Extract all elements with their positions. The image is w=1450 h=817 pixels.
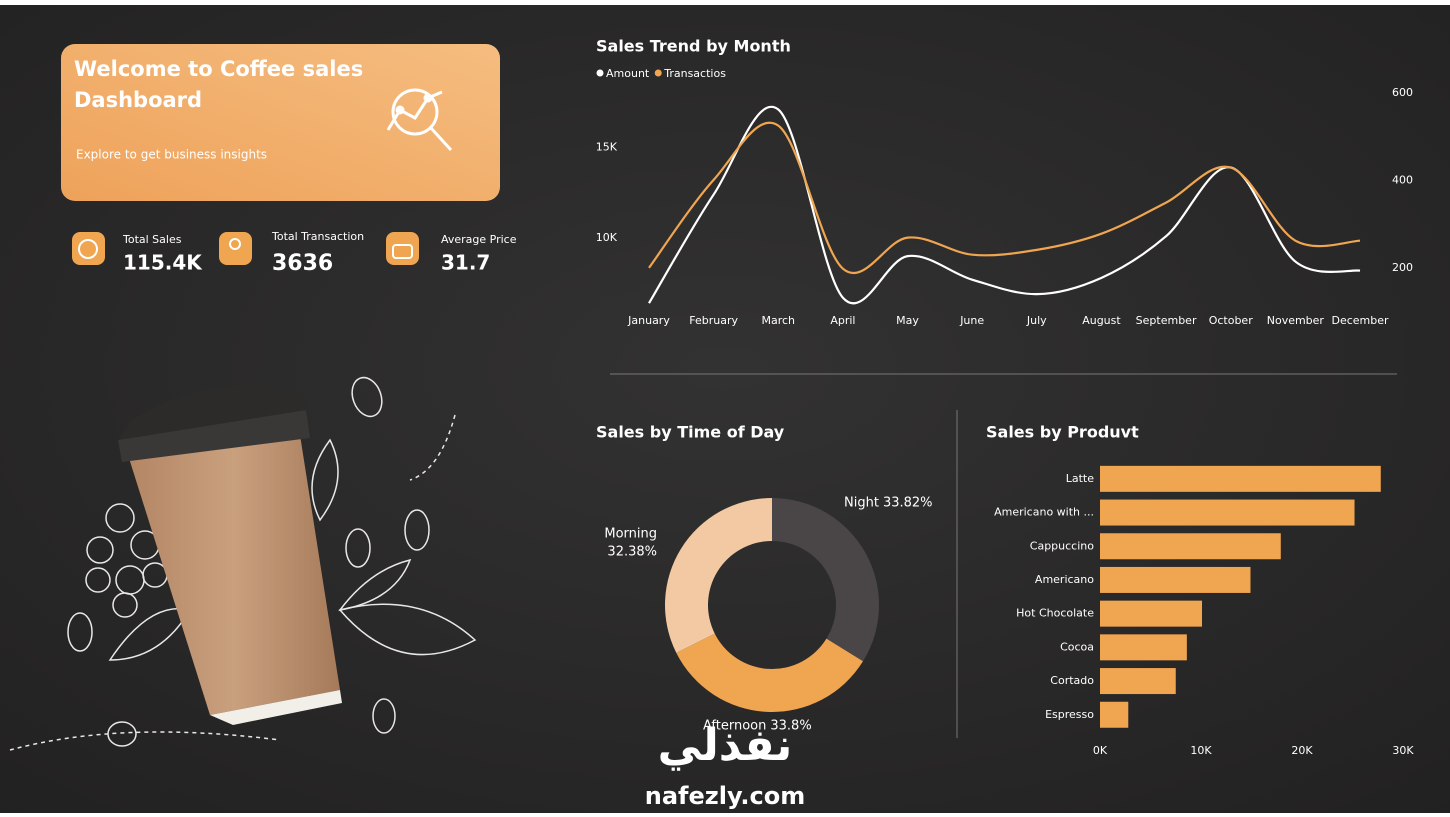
bar [1100, 668, 1176, 695]
line-series [648, 121, 1361, 275]
donut-slice [772, 498, 879, 662]
chart-title: Sales by Time of Day [596, 423, 785, 442]
slice-value-label: 33.8% [770, 719, 811, 734]
welcome-title: Welcome to Coffee sales Dashboard [74, 57, 364, 112]
y-tick-label: Cappuccino [1030, 539, 1094, 552]
x-tick-label: May [896, 314, 919, 327]
bar [1100, 600, 1203, 627]
watermark-latin: nafezly.com [645, 782, 805, 810]
x-tick-label: December [1331, 314, 1389, 327]
x-tick-label: October [1209, 314, 1253, 327]
x-tick-label: 10K [1190, 744, 1212, 757]
x-tick-label: January [627, 314, 670, 327]
bar [1100, 533, 1281, 560]
slice-value-label: 32.38% [607, 545, 657, 560]
kpi-value: 115.4K [123, 251, 203, 275]
y-tick-label: Cortado [1050, 674, 1094, 687]
kpi-value: 3636 [272, 251, 333, 276]
y-tick-label: Hot Chocolate [1016, 607, 1094, 620]
kpi-icons [72, 232, 419, 265]
y-tick-label: Espresso [1045, 708, 1094, 721]
x-tick-label: March [761, 314, 795, 327]
x-tick-label: September [1136, 314, 1197, 327]
insight-icon [386, 88, 453, 152]
bar [1100, 499, 1355, 526]
x-tick-label: November [1267, 314, 1325, 327]
chart-title: Sales by Produvt [986, 423, 1139, 442]
kpi-icon-glyph [392, 244, 413, 259]
slice-label: Afternoon [703, 719, 766, 734]
kpi-icon [72, 232, 105, 265]
bar [1100, 465, 1381, 492]
slice-value-label: 33.82% [883, 496, 933, 511]
kpi-icon-glyph [78, 239, 98, 259]
bar [1100, 701, 1129, 728]
x-tick-label: February [689, 314, 738, 327]
y-tick-label: Americano [1035, 573, 1094, 586]
donut-slice [676, 633, 863, 712]
coffee-illustration [9, 376, 477, 751]
donut-slice [665, 498, 772, 653]
x-tick-label: July [1026, 314, 1047, 327]
y-tick-label: Americano with ... [994, 506, 1094, 519]
welcome-title-box: Welcome to Coffee sales Dashboard [74, 57, 364, 112]
y-tick-label: 10K [596, 231, 618, 244]
x-tick-label: 30K [1392, 744, 1414, 757]
y-tick-label: Cocoa [1060, 640, 1094, 653]
x-tick-label: June [959, 314, 984, 327]
legend-marker [654, 69, 662, 77]
kpi-label: Total Transaction [271, 230, 364, 243]
welcome-card [61, 44, 500, 201]
y2-tick-label: 200 [1392, 261, 1413, 274]
legend-label: Transactios [663, 67, 726, 80]
kpi-icon [386, 232, 419, 265]
x-tick-label: 20K [1291, 744, 1313, 757]
bar [1100, 634, 1187, 661]
x-tick-label: 0K [1093, 744, 1108, 757]
kpi-label: Average Price [441, 233, 517, 246]
legend-label: Amount [606, 67, 650, 80]
slice-label: Morning [604, 527, 657, 542]
y-tick-label: Latte [1066, 472, 1094, 485]
kpi-label: Total Sales [122, 233, 182, 246]
kpi-icon-glyph [229, 238, 241, 250]
welcome-subtitle: Explore to get business insights [76, 148, 267, 162]
x-tick-label: April [830, 314, 855, 327]
legend-marker [596, 69, 604, 77]
x-tick-label: August [1082, 314, 1121, 327]
y-tick-label: 15K [596, 141, 618, 154]
chart-title: Sales Trend by Month [596, 37, 791, 56]
watermark-arabic: نفذلي [658, 720, 793, 771]
kpi-value: 31.7 [441, 251, 490, 275]
y2-tick-label: 600 [1392, 86, 1413, 99]
slice-label: Night [844, 496, 879, 511]
y2-tick-label: 400 [1392, 173, 1413, 186]
bar [1100, 566, 1251, 593]
